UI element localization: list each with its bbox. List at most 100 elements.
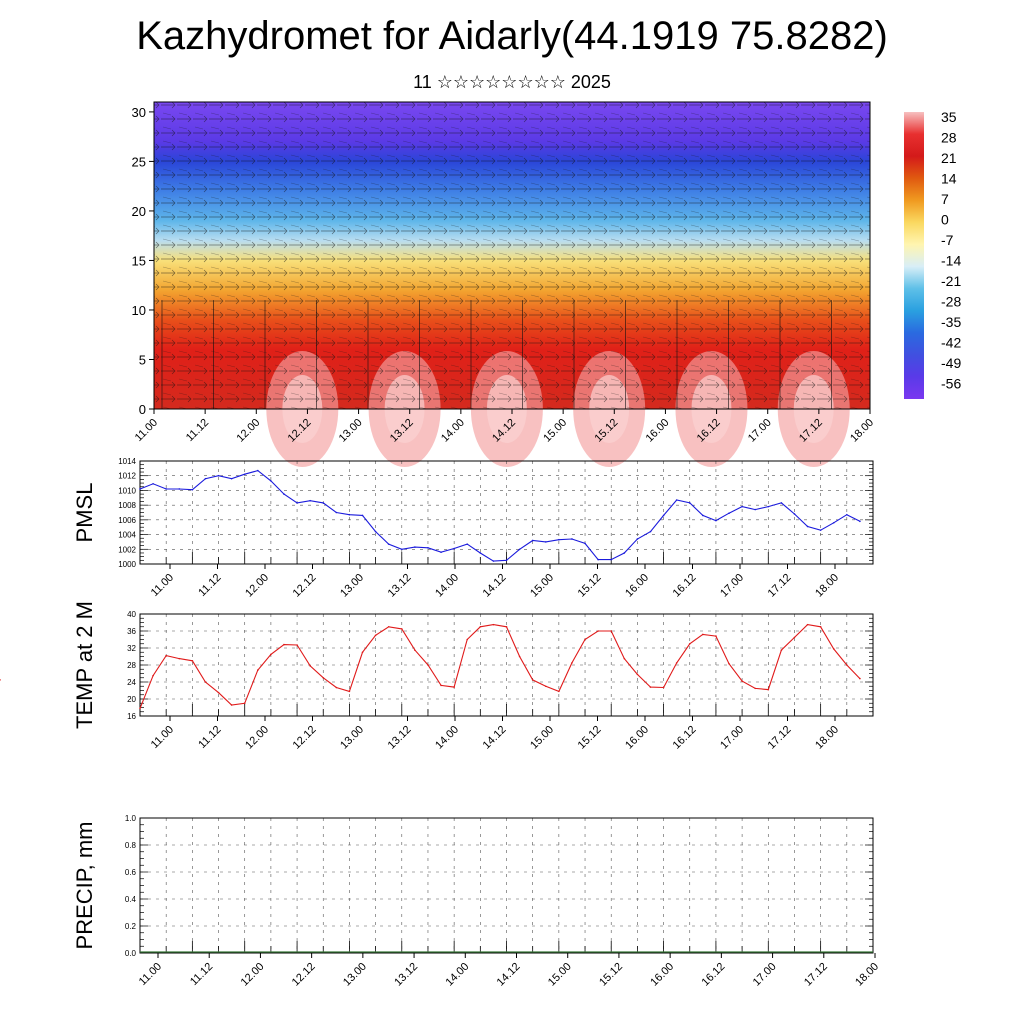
temp2m-data-point: [741, 680, 743, 682]
temp2m-data-point: [662, 686, 665, 689]
temp2m-data-point: [531, 679, 534, 681]
pmsl-data-point: [440, 551, 442, 554]
x-tick-label: 13.12: [386, 572, 414, 600]
pmsl-data-point: [322, 502, 325, 504]
x-tick-label: 18.00: [853, 961, 881, 989]
x-tick-label: 14.12: [495, 961, 523, 989]
pmsl-data-point: [296, 502, 298, 504]
y-tick-label: 0.4: [125, 895, 137, 904]
colorbar-label: 14: [941, 171, 957, 187]
temp2m-data-point: [610, 630, 613, 632]
x-tick-label: 12.12: [291, 724, 319, 752]
x-tick-label: 12.12: [291, 572, 319, 600]
x-tick-label: 11.12: [184, 417, 211, 444]
temp2m-data-point: [649, 686, 652, 688]
y-tick-label: 0.0: [125, 949, 137, 958]
temp2m-data-point: [374, 634, 377, 637]
temp2m-data-point: [191, 659, 194, 662]
y-axis-label: PMSL: [72, 483, 97, 543]
x-tick-label: 14.00: [433, 572, 461, 600]
x-tick-label: 15.00: [546, 961, 574, 989]
pmsl-data-point: [492, 560, 495, 562]
temp2m-data-point: [558, 690, 560, 693]
temp2m-data-point: [204, 681, 207, 683]
x-tick-label: 16.00: [623, 724, 651, 752]
chart-subtitle: 11 ☆☆☆☆☆☆☆☆ 2025: [413, 72, 611, 92]
pmsl-data-point: [243, 473, 246, 476]
pmsl-data-point: [257, 469, 259, 472]
precip-panel: 0.0 0.2 0.4 0.6 0.8 1.0 PRECIP, mm 11.00 11.12 12…: [72, 814, 881, 989]
colorbar-label: -7: [941, 232, 954, 248]
temp2m-data-point: [636, 673, 639, 676]
y-tick-label: 5: [139, 352, 146, 367]
temp2m-data-point: [584, 638, 586, 641]
temp2m-data-point: [859, 677, 861, 680]
pmsl-data-point: [152, 483, 154, 485]
x-tick-label: 13.00: [338, 724, 366, 752]
x-tick-label: 13.12: [392, 961, 420, 989]
pmsl-data-point: [217, 474, 220, 477]
x-tick-label: 11.00: [137, 961, 164, 988]
x-tick-label: 15.12: [597, 961, 625, 989]
temp2m-data-point: [571, 662, 573, 664]
temp2m-data-point: [675, 662, 678, 664]
pmsl-data-point: [270, 480, 272, 482]
pmsl-data-point: [571, 538, 573, 540]
colorbar-label: -56: [941, 376, 961, 392]
colorbar: 35 28 21 14 7 0 -7 -14 -21 -28 -35 -42 -49 -56: [904, 109, 961, 399]
y-tick-label: 1004: [118, 531, 136, 540]
y-tick-label: 1006: [118, 516, 136, 525]
x-tick-label: 11.00: [149, 572, 176, 599]
x-tick-label: 13.12: [386, 724, 414, 752]
pmsl-data-point: [139, 488, 141, 490]
temp2m-data-point: [309, 665, 311, 667]
pmsl-data-point: [518, 548, 521, 551]
pmsl-data-point: [702, 514, 704, 517]
pmsl-data-point: [584, 542, 586, 545]
x-axis: 11.00 11.12 12.00 12.12 13.00 13.12 14.00 14.12…: [137, 953, 881, 989]
y-tick-label: 28: [127, 661, 136, 670]
x-tick-label: 16.12: [671, 572, 699, 600]
pmsl-data-point: [479, 552, 482, 554]
pmsl-data-point: [623, 552, 626, 554]
temp2m-data-point: [715, 635, 717, 637]
temp2m-data-point: [832, 648, 835, 650]
pmsl-data-point: [348, 513, 351, 516]
x-tick-label: 13.00: [337, 417, 365, 445]
y-tick-label: 20: [127, 695, 136, 704]
y-tick-label: 32: [127, 644, 136, 653]
pmsl-data-point: [715, 519, 717, 522]
x-tick-label: 17.00: [751, 961, 779, 989]
y-tick-label: 1012: [118, 472, 136, 481]
y-tick-label: 1008: [118, 501, 136, 510]
colorbar-label: 28: [941, 130, 957, 146]
colorbar-label: -28: [941, 294, 961, 310]
temp2m-data-point: [230, 704, 233, 706]
temp2m-data-point: [453, 686, 455, 688]
x-tick-label: 17.12: [766, 572, 794, 600]
temp2m-data-point: [257, 669, 259, 671]
x-axis: 11.00 11.12 12.00 12.12 13.00 13.12 14.00 14.12…: [149, 716, 841, 752]
x-tick-label: 14.12: [481, 572, 509, 600]
pmsl-data-point: [505, 559, 508, 562]
x-tick-label: 15.12: [576, 572, 604, 600]
x-tick-label: 16.00: [623, 572, 651, 600]
temp2m-data-point: [400, 628, 403, 630]
y-tick-label: 40: [127, 610, 136, 619]
temp2m-data-point: [479, 625, 482, 628]
heatmap-y-axis: 0 5 10 15 20 25 30: [132, 105, 154, 417]
y-tick-label: 25: [132, 154, 146, 169]
x-tick-label: 12.00: [234, 417, 262, 445]
y-tick-label: 10: [132, 303, 146, 318]
temp2m-data-point: [505, 625, 508, 628]
pmsl-data-point: [544, 541, 547, 543]
x-tick-label: 14.00: [439, 417, 467, 445]
pmsl-data-point: [335, 511, 338, 514]
temp2m-data-point: [139, 707, 141, 710]
x-tick-label: 15.00: [541, 417, 569, 445]
temp2m-data-point: [466, 638, 469, 641]
pmsl-data-point: [191, 488, 194, 491]
x-tick-label: 16.12: [671, 724, 699, 752]
colorbar-label: -35: [941, 314, 961, 330]
